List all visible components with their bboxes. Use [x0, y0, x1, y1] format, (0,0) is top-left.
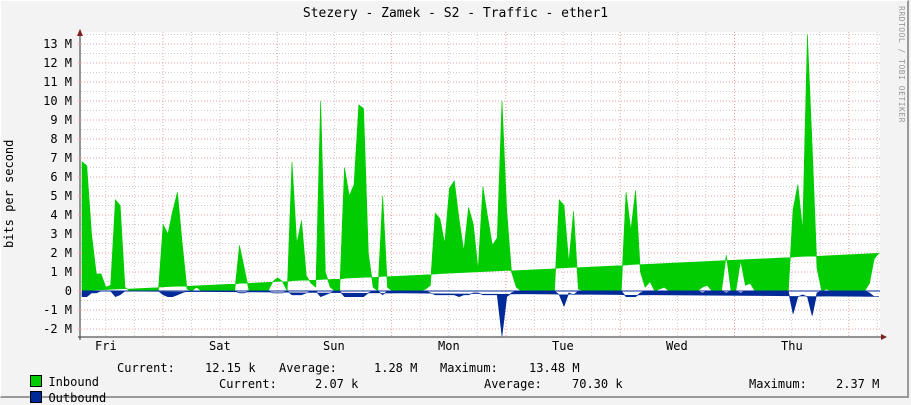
inbound-average-value: 1.28 M: [374, 361, 418, 375]
outbound-average-label: Average:: [484, 377, 542, 391]
y-tick-label: 13 M: [43, 37, 72, 51]
inbound-maximum-label: Maximum:: [440, 361, 498, 375]
outbound-current-label: Current:: [219, 377, 277, 391]
x-tick-label: Sun: [323, 339, 345, 353]
y-tick-label: 3 M: [50, 227, 72, 241]
outbound-current-value: 2.07 k: [315, 377, 359, 391]
y-tick-label: -2 M: [43, 322, 72, 336]
outbound-swatch-icon: [30, 391, 43, 403]
x-tick-label: Thu: [781, 339, 803, 353]
x-tick-label: Tue: [552, 339, 574, 353]
x-tick-label: Sat: [209, 339, 231, 353]
y-tick-label: 8 M: [50, 132, 72, 146]
inbound-swatch-icon: [30, 375, 43, 387]
y-tick-label: 2 M: [50, 246, 72, 260]
chart-title: Stezery - Zamek - S2 - Traffic - ether1: [302, 6, 609, 21]
y-tick-label: 4 M: [50, 208, 72, 222]
y-tick-label: 7 M: [50, 151, 72, 165]
x-tick-label: Fri: [95, 339, 117, 353]
rrdtool-watermark: RRDTOOL / TOBI OETIKER: [897, 6, 906, 123]
y-tick-label: 1 M: [50, 265, 72, 279]
inbound-current-label: Current:: [117, 361, 175, 375]
outbound-maximum-label: Maximum:: [749, 377, 807, 391]
y-tick-label: 5 M: [50, 189, 72, 203]
outbound-maximum-value: 2.37 M: [836, 377, 880, 391]
inbound-label: Inbound: [48, 375, 100, 389]
y-tick-label: 0: [64, 284, 72, 298]
x-tick-label: Mon: [438, 339, 460, 353]
y-tick-label: 9 M: [50, 113, 72, 127]
legend-outbound: Outbound: [16, 377, 106, 405]
outbound-label: Outbound: [48, 391, 107, 405]
x-tick-label: Wed: [666, 339, 688, 353]
inbound-average-label: Average:: [279, 361, 337, 375]
legend-inbound: Inbound: [16, 361, 99, 389]
y-tick-label: 12 M: [43, 56, 72, 70]
inbound-maximum-value: 13.48 M: [529, 361, 580, 375]
outbound-average-value: 70.30 k: [572, 377, 623, 391]
inbound-current-value: 12.15 k: [205, 361, 256, 375]
y-tick-label: 6 M: [50, 170, 72, 184]
y-tick-label: 11 M: [43, 75, 72, 89]
y-tick-label: 10 M: [43, 94, 72, 108]
y-tick-label: -1 M: [43, 303, 72, 317]
